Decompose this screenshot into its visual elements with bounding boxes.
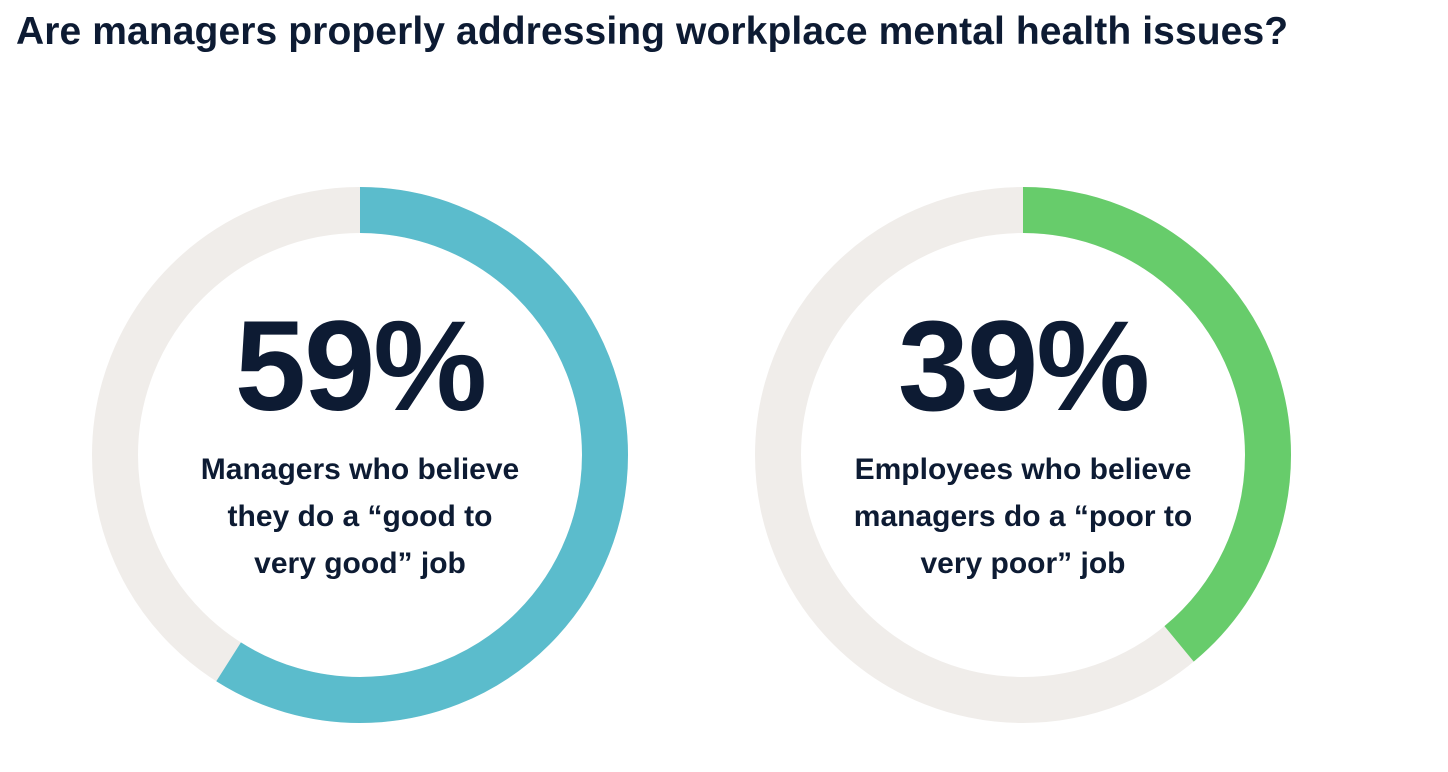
donut-label-managers: 59% Managers who believe they do a “good… — [80, 175, 640, 735]
description-line: Employees who believe — [854, 453, 1192, 486]
donut-label-employees: 39% Employees who believe managers do a … — [743, 175, 1303, 735]
description-line: very poor” job — [920, 547, 1126, 580]
donut-employees: 39% Employees who believe managers do a … — [743, 175, 1303, 735]
description-line: managers do a “poor to — [853, 500, 1193, 533]
description: Managers who believe they do a “good to … — [160, 446, 560, 587]
description-line: Managers who believe — [200, 453, 520, 486]
percent-value: 59% — [234, 295, 487, 438]
description-line: they do a “good to — [227, 500, 493, 533]
percent-value: 39% — [897, 295, 1150, 438]
donut-managers: 59% Managers who believe they do a “good… — [80, 175, 640, 735]
description: Employees who believe managers do a “poo… — [813, 446, 1233, 587]
donut-arc-employees — [755, 187, 1291, 723]
donut-ring-managers — [92, 187, 628, 723]
chart-title: Are managers properly addressing workpla… — [16, 10, 1289, 53]
description-line: very good” job — [254, 547, 466, 580]
donut-ring-employees — [755, 187, 1291, 723]
donut-arc-managers — [92, 187, 628, 723]
